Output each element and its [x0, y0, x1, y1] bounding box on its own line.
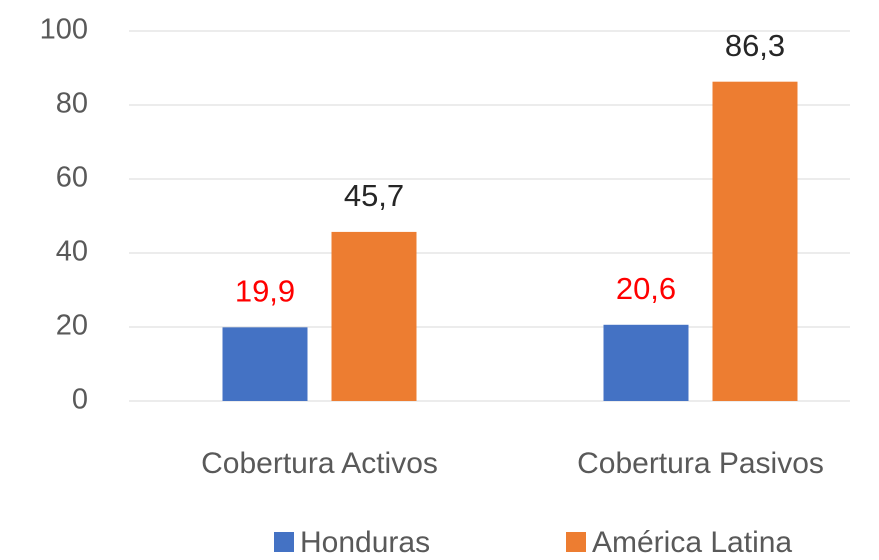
data-label: 20,6 [616, 271, 676, 306]
y-tick-label: 40 [56, 236, 88, 268]
data-label: 19,9 [235, 274, 295, 309]
x-tick-label: Cobertura Activos [201, 447, 438, 480]
data-label: 45,7 [344, 178, 404, 213]
y-tick-label: 80 [56, 88, 88, 120]
bar [331, 231, 417, 401]
bar [712, 81, 798, 401]
legend-swatch [566, 532, 586, 552]
y-tick-label: 20 [56, 310, 88, 342]
legend-swatch [274, 532, 294, 552]
legend-label: Honduras [300, 526, 430, 559]
y-tick-label: 100 [40, 14, 88, 46]
x-tick-label: Cobertura Pasivos [577, 447, 824, 480]
bar [222, 327, 308, 401]
y-tick-label: 0 [72, 384, 88, 416]
data-label: 86,3 [725, 28, 785, 63]
legend-label: América Latina [592, 526, 792, 559]
bar [603, 324, 689, 401]
y-tick-label: 60 [56, 162, 88, 194]
